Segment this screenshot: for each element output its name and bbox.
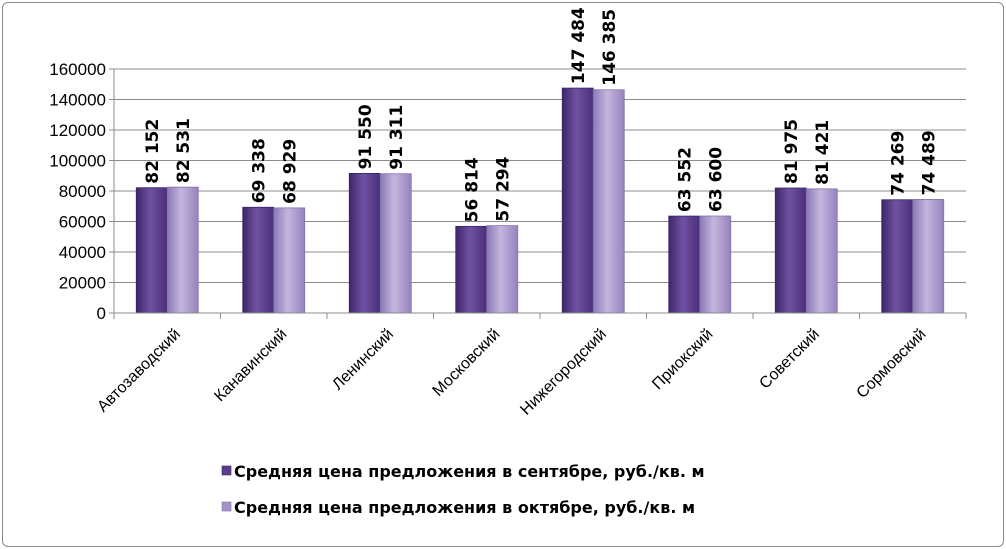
data-label: 91 311 <box>387 105 407 170</box>
data-label: 74 269 <box>888 131 908 196</box>
legend-label: Средняя цена предложения в октябре, руб.… <box>234 498 695 517</box>
bar-october <box>805 188 838 314</box>
bar-september <box>881 199 914 314</box>
category-label: Приокский <box>649 326 716 393</box>
bar-october <box>486 225 519 314</box>
category-label: Нижегородский <box>517 326 610 419</box>
data-label: 56 814 <box>462 157 482 222</box>
y-tick-label: 140000 <box>49 91 106 110</box>
data-label: 147 484 <box>569 7 589 84</box>
data-label: 74 489 <box>919 130 939 195</box>
bar-september <box>455 225 488 314</box>
bar-september <box>561 87 594 314</box>
bar-october <box>166 186 199 314</box>
data-label: 69 338 <box>249 138 269 203</box>
legend-label: Средняя цена предложения в сентябре, руб… <box>234 462 705 481</box>
legend-swatch <box>221 465 232 476</box>
bar-october <box>273 207 306 314</box>
bar-september <box>242 206 275 314</box>
legend-swatch <box>221 501 232 512</box>
bars <box>135 87 945 314</box>
bar-september <box>135 187 168 314</box>
category-label: Автозаводский <box>94 326 184 416</box>
bar-october <box>699 215 732 314</box>
bar-october <box>379 173 412 314</box>
y-tick-label: 80000 <box>59 182 106 201</box>
data-label: 82 531 <box>174 118 194 183</box>
y-axis: 0 20000 40000 60000 80000 100000 120000 140000 1… <box>49 60 115 323</box>
data-label: 146 385 <box>600 9 620 86</box>
bar-september <box>774 187 807 314</box>
bar-september <box>668 215 701 314</box>
y-tick-label: 0 <box>97 304 106 323</box>
y-tick-label: 120000 <box>49 121 106 140</box>
bar-october <box>592 89 625 314</box>
bar-october <box>912 199 945 314</box>
y-tick-label: 20000 <box>59 274 106 293</box>
data-label: 81 421 <box>813 120 833 185</box>
data-label: 82 152 <box>143 119 163 184</box>
y-tick-label: 100000 <box>49 152 106 171</box>
data-label: 57 294 <box>493 156 513 221</box>
data-labels: 82 152 82 531 69 338 68 929 91 550 91 311 56 8… <box>143 7 940 222</box>
legend: Средняя цена предложения в сентябре, руб… <box>221 462 705 517</box>
bar-september <box>348 172 381 314</box>
data-label: 81 975 <box>782 119 802 184</box>
data-label: 91 550 <box>356 104 376 169</box>
y-tick-label: 40000 <box>59 243 106 262</box>
category-label: Московский <box>430 326 504 400</box>
y-tick-label: 160000 <box>49 60 106 79</box>
x-axis: Автозаводский Канавинский Ленинский Московс… <box>94 312 967 419</box>
category-label: Советский <box>756 326 823 393</box>
data-label: 63 600 <box>706 147 726 212</box>
gridlines <box>114 68 966 283</box>
data-label: 68 929 <box>280 139 300 204</box>
y-tick-label: 60000 <box>59 213 106 232</box>
category-label: Канавинский <box>211 326 290 405</box>
category-label: Сормовский <box>854 326 930 402</box>
data-label: 63 552 <box>675 147 695 212</box>
category-label: Ленинский <box>329 326 397 394</box>
